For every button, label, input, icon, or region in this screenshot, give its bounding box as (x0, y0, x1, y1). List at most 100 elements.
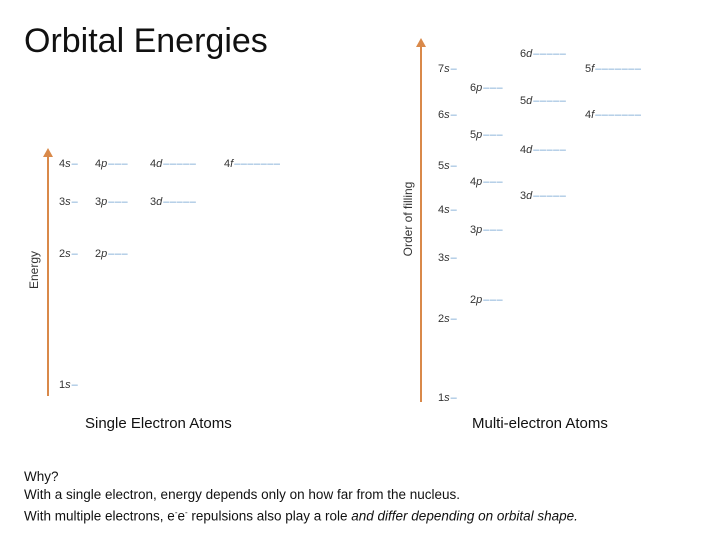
right-orbital-5s: 5s– (438, 160, 457, 172)
orbital-number: 3 (520, 190, 527, 202)
footer-line-1: Why? (24, 469, 59, 484)
orbital-number: 5 (520, 95, 527, 107)
orbital-slots: ––––––– (595, 63, 642, 75)
orbital-letter: p (101, 196, 108, 208)
right-orbital-2s: 2s– (438, 313, 457, 325)
orbital-slots: ––––– (533, 144, 567, 156)
footer-line-2: With a single electron, energy depends o… (24, 487, 460, 502)
orbital-number: 1 (59, 379, 66, 391)
orbital-slots: ––––– (163, 196, 197, 208)
left-orbital-3d: 3d––––– (150, 196, 196, 208)
orbital-letter: s (444, 63, 450, 75)
filling-arrow (420, 46, 422, 402)
orbital-number: 4 (585, 109, 592, 121)
energy-arrow-head (43, 148, 53, 157)
orbital-slots: ––––– (533, 190, 567, 202)
orbital-letter: f (591, 63, 595, 75)
orbital-number: 3 (470, 224, 477, 236)
right-orbital-6d: 6d––––– (520, 48, 566, 60)
orbital-letter: s (444, 204, 450, 216)
orbital-number: 3 (438, 252, 445, 264)
left-orbital-4f: 4f––––––– (224, 158, 281, 170)
filling-arrow-head (416, 38, 426, 47)
orbital-letter: s (65, 196, 71, 208)
footer-line-3-a: With multiple electrons, e (24, 508, 175, 524)
orbital-letter: d (526, 190, 533, 202)
orbital-letter: d (526, 144, 533, 156)
orbital-letter: s (444, 160, 450, 172)
right-orbital-3s: 3s– (438, 252, 457, 264)
energy-arrow (47, 156, 49, 396)
right-orbital-6p: 6p––– (470, 82, 503, 94)
orbital-slots: ––––––– (595, 109, 642, 121)
orbital-slots: ––– (483, 294, 504, 306)
orbital-slots: ––––––– (234, 158, 281, 170)
orbital-letter: s (444, 252, 450, 264)
orbital-letter: p (476, 224, 483, 236)
orbital-letter: f (230, 158, 234, 170)
orbital-letter: s (444, 313, 450, 325)
right-caption: Multi-electron Atoms (472, 415, 608, 432)
right-orbital-5d: 5d––––– (520, 95, 566, 107)
orbital-number: 5 (438, 160, 445, 172)
footer-line-3-c: repulsions also play a role (187, 508, 352, 524)
right-orbital-3p: 3p––– (470, 224, 503, 236)
orbital-letter: p (476, 129, 483, 141)
right-orbital-4d: 4d––––– (520, 144, 566, 156)
orbital-number: 5 (470, 129, 477, 141)
orbital-letter: d (526, 95, 533, 107)
right-orbital-3d: 3d––––– (520, 190, 566, 202)
footer-line-3-emphasis: and differ depending on orbital shape. (351, 508, 578, 524)
orbital-slots: – (71, 379, 79, 391)
electron-charge-2: - (185, 508, 188, 517)
orbital-letter: p (476, 176, 483, 188)
orbital-letter: s (444, 109, 450, 121)
orbital-number: 4 (438, 204, 445, 216)
page-title: Orbital Energies (24, 22, 268, 60)
orbital-number: 6 (438, 109, 445, 121)
left-orbital-4s: 4s– (59, 158, 78, 170)
orbital-number: 2 (438, 313, 445, 325)
right-orbital-5f: 5f––––––– (585, 63, 642, 75)
orbital-slots: – (450, 392, 458, 404)
orbital-slots: ––––– (533, 48, 567, 60)
orbital-number: 6 (520, 48, 527, 60)
orbital-letter: s (65, 158, 71, 170)
left-orbital-4p: 4p––– (95, 158, 128, 170)
right-orbital-4p: 4p––– (470, 176, 503, 188)
orbital-number: 2 (59, 248, 66, 260)
orbital-number: 2 (95, 248, 102, 260)
orbital-letter: s (65, 379, 71, 391)
orbital-slots: – (71, 158, 79, 170)
orbital-slots: ––– (483, 176, 504, 188)
orbital-letter: p (476, 294, 483, 306)
orbital-slots: ––– (108, 196, 129, 208)
left-orbital-4d: 4d––––– (150, 158, 196, 170)
orbital-number: 2 (470, 294, 477, 306)
right-orbital-7s: 7s– (438, 63, 457, 75)
right-orbital-4f: 4f––––––– (585, 109, 642, 121)
orbital-slots: – (450, 252, 458, 264)
left-orbital-2s: 2s– (59, 248, 78, 260)
orbital-slots: ––– (483, 129, 504, 141)
orbital-number: 4 (520, 144, 527, 156)
orbital-number: 3 (59, 196, 66, 208)
right-orbital-5p: 5p––– (470, 129, 503, 141)
orbital-slots: ––– (483, 224, 504, 236)
left-orbital-1s: 1s– (59, 379, 78, 391)
orbital-number: 7 (438, 63, 445, 75)
orbital-slots: – (450, 160, 458, 172)
footer-line-3-b: e (177, 508, 185, 524)
orbital-number: 4 (150, 158, 157, 170)
right-orbital-2p: 2p––– (470, 294, 503, 306)
orbital-letter: p (101, 158, 108, 170)
orbital-number: 3 (150, 196, 157, 208)
orbital-slots: ––– (483, 82, 504, 94)
orbital-number: 6 (470, 82, 477, 94)
energy-axis-label: Energy (27, 250, 41, 290)
left-caption: Single Electron Atoms (85, 415, 232, 432)
orbital-slots: ––– (108, 158, 129, 170)
right-orbital-4s: 4s– (438, 204, 457, 216)
orbital-number: 4 (224, 158, 231, 170)
orbital-letter: d (156, 158, 163, 170)
